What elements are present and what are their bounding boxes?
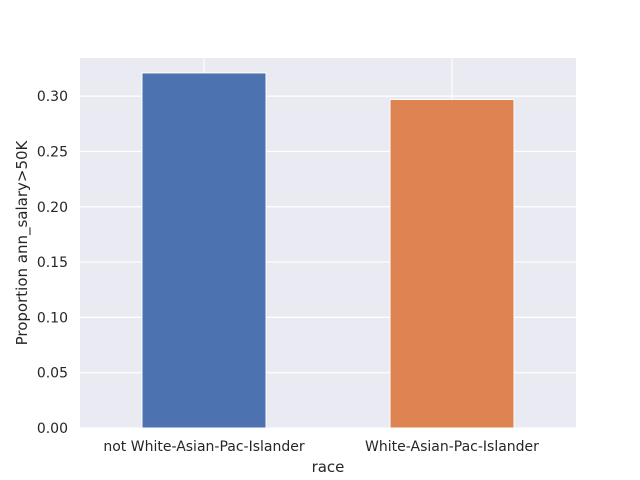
bar-1 [141,72,267,429]
y-tick-label: 0.05 [37,366,68,382]
y-tick-label: 0.00 [37,421,68,437]
y-axis-label: Proportion ann_salary>50K [13,139,32,345]
x-tick-label: White-Asian-Pac-Islander [365,439,539,455]
y-tick-label: 0.20 [37,200,68,216]
y-axis-ticks: 0.00 0.05 0.10 0.15 0.20 0.25 0.30 [37,89,68,437]
bars [141,72,515,429]
x-axis-ticks: not White-Asian-Pac-Islander White-Asian-… [103,439,539,455]
y-tick-label: 0.30 [37,89,68,105]
x-tick-label: not White-Asian-Pac-Islander [103,439,305,455]
y-tick-label: 0.10 [37,310,68,326]
y-tick-label: 0.25 [37,144,68,160]
y-tick-label: 0.15 [37,255,68,271]
x-axis-label: race [312,458,345,476]
bar-2 [389,98,515,429]
